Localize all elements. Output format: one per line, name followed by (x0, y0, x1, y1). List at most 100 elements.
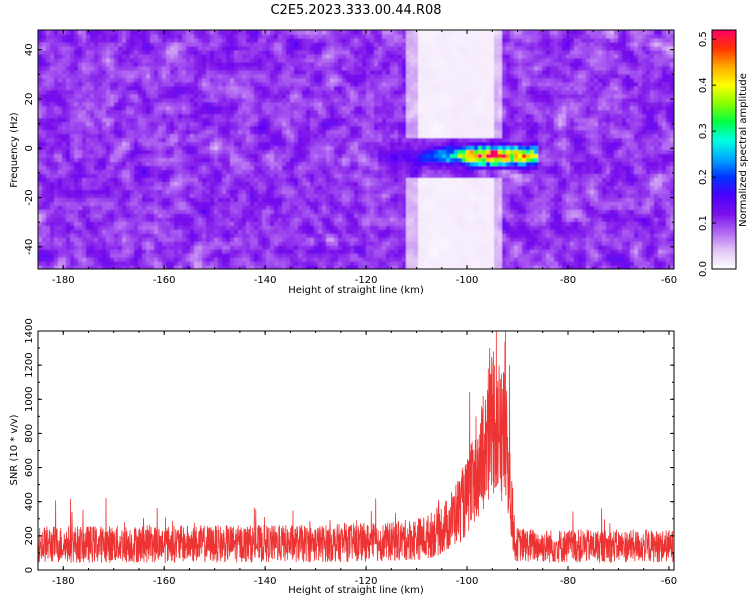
heatmap-cell (662, 237, 667, 242)
heatmap-cell (190, 205, 195, 210)
heatmap-cell (546, 193, 551, 198)
heatmap-cell (138, 141, 143, 147)
heatmap-cell (334, 165, 339, 171)
heatmap-cell (562, 249, 567, 254)
heatmap-cell (514, 233, 519, 238)
heatmap-cell (278, 241, 283, 246)
heatmap-cell (494, 161, 499, 167)
heatmap-cell (142, 189, 147, 194)
heatmap-cell (666, 257, 671, 262)
heatmap-cell (286, 261, 291, 266)
heatmap-cell (454, 253, 459, 258)
heatmap-cell (86, 233, 91, 238)
heatmap-cell (206, 249, 211, 254)
heatmap-cell (78, 185, 83, 190)
heatmap-cell (510, 169, 515, 174)
heatmap-cell (538, 173, 543, 178)
heatmap-cell (418, 245, 423, 250)
heatmap-cell (458, 221, 463, 226)
heatmap-cell (406, 161, 411, 167)
heatmap-cell (330, 185, 335, 190)
heatmap-cell (294, 161, 299, 167)
heatmap-cell (50, 217, 55, 222)
heatmap-cell (490, 197, 495, 202)
heatmap-cell (158, 193, 163, 198)
heatmap-cell (570, 189, 575, 194)
heatmap-cell (630, 153, 635, 159)
heatmap-cell (526, 161, 531, 167)
heatmap-cell (258, 165, 263, 171)
heatmap-cell (406, 257, 411, 262)
heatmap-cell (482, 221, 487, 226)
heatmap-cell (174, 157, 179, 163)
heatmap-cell (446, 217, 451, 222)
heatmap-cell (390, 177, 395, 182)
heatmap-cell (522, 153, 527, 159)
heatmap-cell (314, 221, 319, 226)
heatmap-cell (190, 217, 195, 222)
heatmap-cell (42, 161, 47, 167)
heatmap-cell (378, 169, 383, 174)
heatmap-cell (230, 265, 235, 269)
heatmap-cell (510, 249, 515, 254)
heatmap-cell (290, 141, 295, 147)
heatmap-cell (350, 209, 355, 214)
heatmap-cell (238, 249, 243, 254)
heatmap-cell (666, 149, 671, 155)
heatmap-cell (258, 237, 263, 242)
heatmap-cell (642, 189, 647, 194)
heatmap-cell (126, 141, 131, 147)
heatmap-cell (618, 193, 623, 198)
heatmap-cell (386, 197, 391, 202)
heatmap-cell (418, 241, 423, 246)
heatmap-cell (262, 177, 267, 182)
heatmap-cell (594, 197, 599, 202)
heatmap-cell (322, 241, 327, 246)
heatmap-cell (74, 193, 79, 198)
heatmap-cell (630, 157, 635, 163)
heatmap-cell (402, 161, 407, 167)
heatmap-cell (278, 233, 283, 238)
heatmap-cell (266, 225, 271, 230)
heatmap-cell (522, 233, 527, 238)
heatmap-cell (398, 189, 403, 194)
heatmap-cell (238, 177, 243, 182)
heatmap-cell (86, 205, 91, 210)
heatmap-cell (458, 229, 463, 234)
heatmap-cell (354, 177, 359, 182)
heatmap-cell (606, 205, 611, 210)
heatmap-cell (626, 253, 631, 258)
heatmap-cell (290, 209, 295, 214)
heatmap-cell (590, 221, 595, 226)
heatmap-cell (154, 233, 159, 238)
heatmap-cell (322, 249, 327, 254)
heatmap-cell (534, 149, 539, 155)
heatmap-cell (174, 177, 179, 182)
heatmap-cell (94, 201, 99, 206)
heatmap-cell (594, 177, 599, 182)
heatmap-cell (190, 213, 195, 218)
heatmap-cell (386, 201, 391, 206)
heatmap-cell (90, 169, 95, 174)
heatmap-cell (66, 169, 71, 174)
heatmap-cell (586, 217, 591, 222)
heatmap-cell (198, 161, 203, 167)
heatmap-cell (326, 265, 331, 269)
heatmap-cell (526, 221, 531, 226)
heatmap-cell (638, 245, 643, 250)
heatmap-cell (130, 157, 135, 163)
heatmap-cell (98, 249, 103, 254)
heatmap-cell (106, 205, 111, 210)
heatmap-cell (338, 185, 343, 190)
heatmap-cell (362, 161, 367, 167)
heatmap-cell (470, 229, 475, 234)
heatmap-cell (450, 261, 455, 266)
heatmap-cell (638, 185, 643, 190)
heatmap-cell (630, 249, 635, 254)
heatmap-cell (410, 173, 415, 178)
heatmap-cell (86, 177, 91, 182)
heatmap-cell (270, 173, 275, 178)
heatmap-cell (562, 261, 567, 266)
heatmap-cell (610, 173, 615, 178)
heatmap-cell (374, 165, 379, 171)
